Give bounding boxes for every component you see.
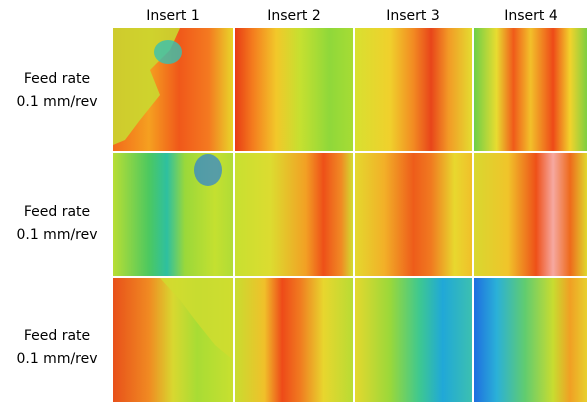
column-header: Insert 2 [267,8,321,24]
column-header: Insert 1 [146,8,200,24]
row-label: Feed rate [24,71,90,87]
heatmap-region [160,278,233,360]
heatmap-tile [235,153,353,276]
row-label: 0.1 mm/rev [16,227,97,243]
heatmap-tile [474,278,587,402]
heatmap-tile [235,28,353,151]
heatmap-region [113,28,180,145]
heatmap-tile [355,278,472,402]
row-label: 0.1 mm/rev [16,351,97,367]
heatmap-tile [474,28,587,151]
heatmap-tile [474,153,587,276]
heatmap-tile [355,153,472,276]
heatmap-tile [235,278,353,402]
image-grid [113,28,587,402]
column-header: Insert 3 [386,8,440,24]
row-label: Feed rate [24,328,90,344]
row-label: 0.1 mm/rev [16,94,97,110]
column-header: Insert 4 [504,8,558,24]
row-label: Feed rate [24,204,90,220]
heatmap-region [154,40,182,64]
heatmap-tile [355,28,472,151]
heatmap-region [194,154,222,186]
